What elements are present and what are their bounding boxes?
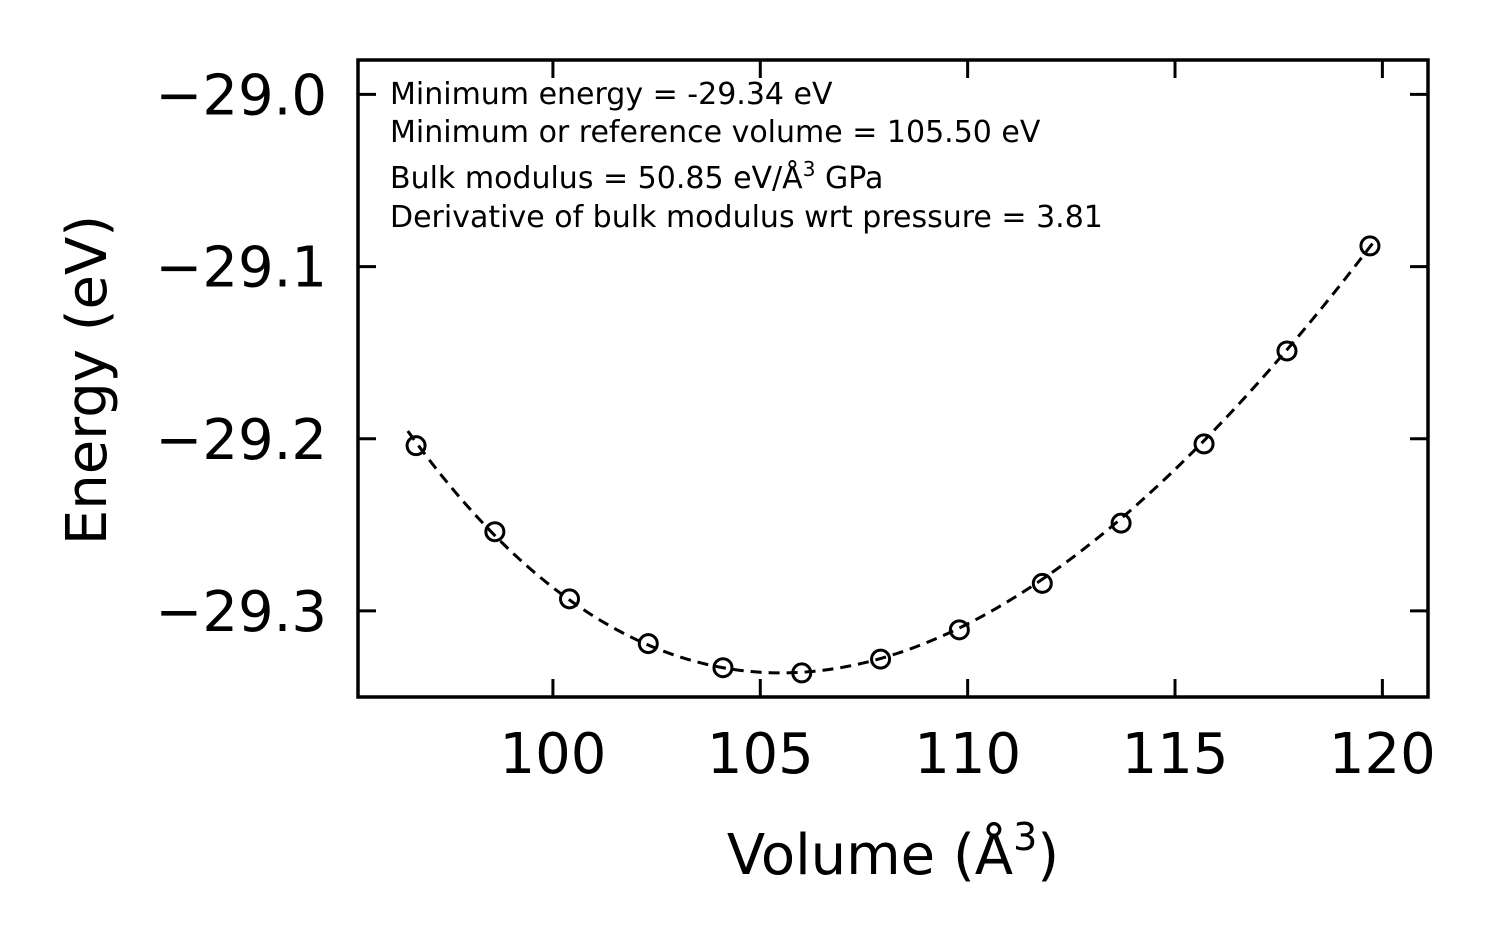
annotation-bulk-modulus: Bulk modulus = 50.85 eV/Å3 GPa [390,157,883,196]
fit-curve [406,240,1376,675]
data-points [405,235,1381,684]
plot-frame [356,58,1430,699]
annotation-bprime: Derivative of bulk modulus wrt pressure … [390,200,1103,235]
annotation-box: Minimum energy = -29.34 eV Minimum or re… [390,77,1103,235]
x-tick-label: 120 [1329,722,1436,787]
data-point [791,662,813,684]
data-point [559,588,581,610]
y-tick-label: −29.1 [155,236,327,301]
x-tick-label: 100 [499,722,606,787]
x-axis-title: Volume (Å3) [727,815,1059,888]
annotation-bulk-modulus-text: Bulk modulus = 50.85 eV/Å [390,160,803,196]
data-point [948,619,970,641]
data-point [637,633,659,655]
annotation-min-energy: Minimum energy = -29.34 eV [390,77,833,112]
data-point [1276,340,1298,362]
data-point [1193,433,1215,455]
data-point [405,435,427,457]
x-tick-label: 105 [707,722,814,787]
data-point [1031,572,1053,594]
y-tick-label: −29.0 [155,63,327,128]
y-tick-label: −29.2 [155,408,327,473]
annotation-bulk-modulus-unit: GPa [815,161,883,196]
x-tick-label: 115 [1122,722,1229,787]
y-tick-label: −29.3 [155,580,327,645]
data-point [1110,512,1132,534]
annotation-bulk-modulus-sup: 3 [803,157,816,181]
x-axis-title-sup: 3 [1013,815,1037,859]
data-point [870,648,892,670]
axis-ticks [358,60,1428,697]
axis-tick-labels: 100 105 110 115 120 −29.0 −29.1 −29.2 −29.3 [155,63,1435,787]
data-point [1359,235,1381,257]
x-axis-title-text: Volume (Å [727,822,1013,888]
annotation-min-volume: Minimum or reference volume = 105.50 eV [390,115,1041,150]
data-point [712,657,734,679]
x-axis-title-end: ) [1037,823,1059,888]
x-tick-label: 110 [914,722,1021,787]
y-axis-title: Energy (eV) [55,215,120,545]
data-point [484,521,506,543]
